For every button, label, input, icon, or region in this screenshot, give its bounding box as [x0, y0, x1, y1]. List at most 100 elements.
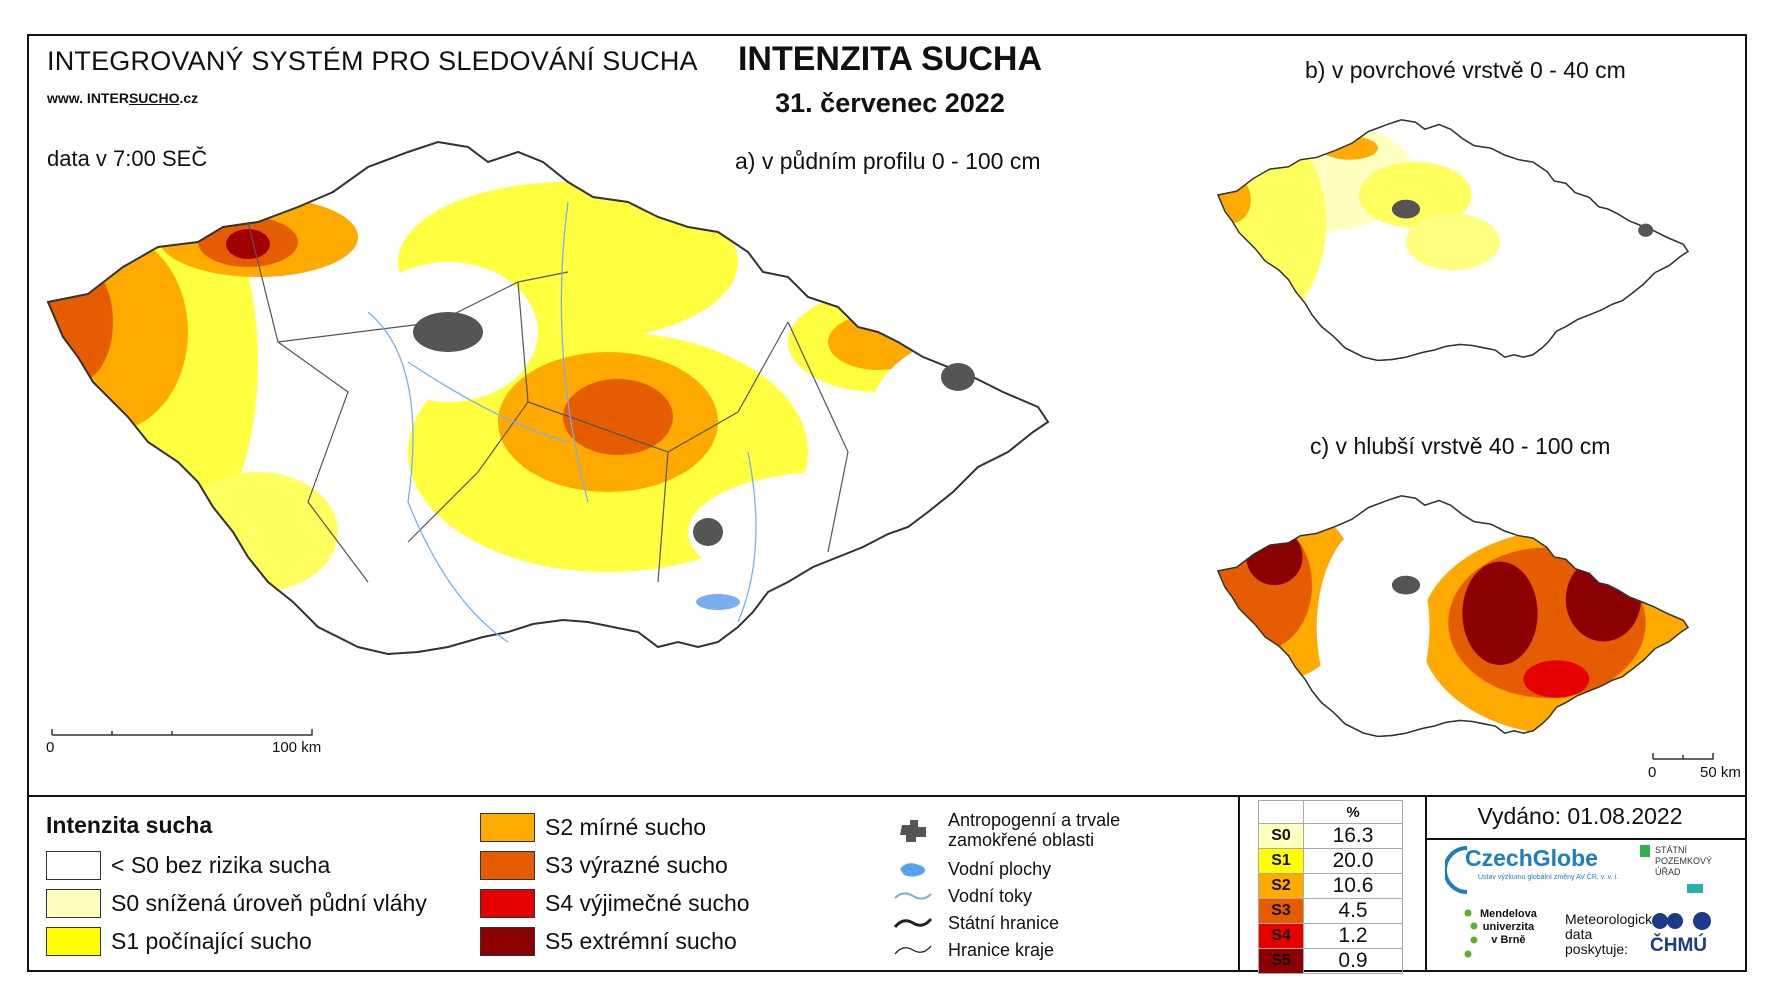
- legend-class-s4: S4 výjimečné sucho: [480, 887, 750, 919]
- pct-value: 1.2: [1303, 923, 1403, 949]
- scale-main-end: 100 km: [272, 739, 322, 756]
- scale-small-end: 50 km: [1700, 764, 1741, 781]
- legend-label: S3 výrazné sucho: [545, 851, 728, 878]
- map-c: [1217, 495, 1689, 738]
- legend-swatch: [46, 850, 101, 880]
- legend-label: S1 počínající sucho: [111, 927, 312, 954]
- brno-urban-area: [693, 518, 723, 546]
- region-border-icon: [894, 945, 932, 955]
- map-a: [47, 141, 1049, 655]
- map-frame: [27, 34, 1747, 972]
- legend-swatch: [480, 888, 535, 918]
- system-title: INTEGROVANÝ SYSTÉM PRO SLEDOVÁNÍ SUCHA: [47, 46, 698, 76]
- pct-label: S2: [1258, 873, 1304, 899]
- map-a-label: a) v půdním profilu 0 - 100 cm: [735, 148, 1041, 174]
- divider-logos: [1425, 838, 1747, 840]
- zone-s3-west: [48, 262, 113, 382]
- zone-none-ostrava: [868, 332, 1048, 512]
- chmu-logo[interactable]: ČHMÚ: [1650, 935, 1707, 956]
- water-body: [696, 594, 740, 610]
- ostrava-urban-area: [941, 363, 975, 391]
- data-time: data v 7:00 SEČ: [47, 146, 208, 171]
- pct-value: 16.3: [1303, 823, 1403, 849]
- czechglobe-logo-arc: [1445, 846, 1468, 894]
- pct-value: 20.0: [1303, 848, 1403, 874]
- pct-label: S0: [1258, 823, 1304, 849]
- map-b: [1217, 119, 1689, 362]
- symbol-label: zamokřené oblasti: [948, 830, 1095, 850]
- page-title: INTENZITA SUCHA: [737, 40, 1043, 78]
- mendel-logo[interactable]: Mendelova univerzita v Brně: [1480, 908, 1537, 947]
- legend-title: Intenzita sucha: [46, 812, 213, 838]
- spu-logo[interactable]: STÁTNÍ POZEMKOVÝ ÚŘAD: [1655, 845, 1712, 878]
- legend-class-s3: S3 výrazné sucho: [480, 849, 728, 881]
- legend-symbol-region-border: Hranice kraje: [888, 937, 1054, 963]
- scale-bar-small: [1652, 753, 1714, 760]
- legend-symbol-urban: Antropogenní a trvale zamokřené oblasti: [888, 810, 1120, 850]
- percent-table: % S0 16.3 S1 20.0 S2 10.6 S3 4.5 S4 1.2 S5 0.9: [1258, 800, 1403, 974]
- river-icon: [894, 892, 932, 900]
- symbol-label: Antropogenní a trvale: [948, 810, 1121, 830]
- mendel-logo-dots: [1464, 909, 1478, 958]
- issued-date: Vydáno: 01.08.2022: [1477, 803, 1683, 829]
- mendel-line: Mendelova: [1480, 908, 1537, 920]
- pct-label: S5: [1258, 948, 1304, 974]
- legend-label: S0 snížená úroveň půdní vláhy: [111, 889, 427, 916]
- mendel-line: v Brně: [1491, 934, 1526, 946]
- legend-swatch: [480, 812, 535, 842]
- legend-class-s2: S2 mírné sucho: [480, 811, 706, 843]
- pct-label: S3: [1258, 898, 1304, 924]
- spu-line: POZEMKOVÝ: [1655, 856, 1713, 866]
- percent-header: %: [1303, 800, 1403, 824]
- zone-none-brno: [688, 472, 968, 592]
- meteo-line: Meteorologická: [1565, 911, 1660, 927]
- chmu-logo-symbol: [1652, 912, 1711, 930]
- legend-label: < S0 bez rizika sucha: [111, 851, 331, 878]
- divider-issued: [1425, 795, 1427, 972]
- rivers: [367, 201, 757, 643]
- state-border-icon: [893, 918, 933, 928]
- drought-maps: [47, 119, 1714, 760]
- zone-s5-north: [226, 229, 270, 259]
- legend-swatch: [46, 888, 101, 918]
- website-link[interactable]: www. INTERSUCHO.cz: [47, 90, 198, 106]
- region-borders: [247, 221, 849, 583]
- legend-class-s5: S5 extrémní sucho: [480, 925, 737, 957]
- spu-line: ÚŘAD: [1655, 867, 1681, 877]
- website-mid: SUCHO: [128, 90, 180, 106]
- spu-logo-mark: [1640, 845, 1650, 857]
- pct-value: 0.9: [1303, 948, 1403, 974]
- symbol-label: Hranice kraje: [948, 939, 1055, 960]
- symbol-label: Vodní toky: [948, 885, 1033, 906]
- spu-line: STÁTNÍ: [1655, 845, 1688, 855]
- meteo-line: poskytuje:: [1565, 941, 1629, 957]
- legend-swatch: [46, 926, 101, 956]
- legend-symbol-river: Vodní toky: [888, 883, 1032, 909]
- website-suffix: .cz: [179, 90, 199, 106]
- zone-s3-central: [563, 379, 673, 455]
- map-c-label: c) v hlubší vrstvě 40 - 100 cm: [1310, 433, 1611, 459]
- map-b-label: b) v povrchové vrstvě 0 - 40 cm: [1305, 57, 1626, 83]
- mendel-line: univerzita: [1482, 921, 1535, 933]
- symbol-label: Státní hranice: [948, 912, 1060, 933]
- legend-divider: [27, 795, 1747, 797]
- scale-main-start: 0: [46, 739, 55, 756]
- pct-label: S1: [1258, 848, 1304, 874]
- legend-symbol-state-border: Státní hranice: [888, 910, 1059, 936]
- legend-symbol-water: Vodní plochy: [888, 856, 1051, 882]
- meteo-line: data: [1565, 926, 1593, 942]
- meteo-data-provider: Meteorologická data poskytuje:: [1565, 912, 1660, 957]
- legend-swatch: [480, 850, 535, 880]
- scale-bar-main: [51, 729, 313, 736]
- map-date: 31. červenec 2022: [775, 88, 1005, 118]
- legend-class-s0: S0 snížená úroveň půdní vláhy: [46, 887, 427, 919]
- website-prefix: www. INTER: [47, 90, 129, 106]
- pct-value: 4.5: [1303, 898, 1403, 924]
- czechglobe-logo[interactable]: CzechGlobe: [1465, 845, 1598, 871]
- legend-class-s1: S1 počínající sucho: [46, 925, 312, 957]
- scale-small-start: 0: [1648, 764, 1657, 781]
- legend-label: S4 výjimečné sucho: [545, 889, 750, 916]
- prague-urban-area: [413, 312, 483, 352]
- urban-area-icon: [900, 820, 926, 842]
- pct-label: S4: [1258, 923, 1304, 949]
